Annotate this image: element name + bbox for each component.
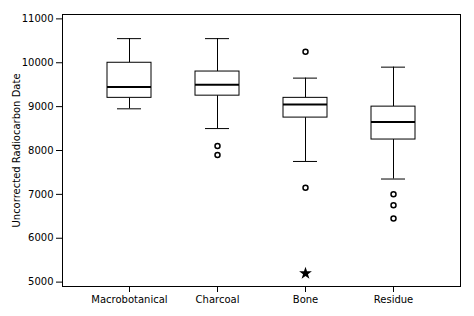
svg-text:Charcoal: Charcoal — [196, 294, 240, 305]
svg-text:11000: 11000 — [22, 13, 54, 24]
svg-text:6000: 6000 — [28, 232, 53, 243]
svg-text:5000: 5000 — [28, 276, 53, 287]
svg-text:7000: 7000 — [28, 189, 53, 200]
svg-text:Uncorrected Radiocarbon Date: Uncorrected Radiocarbon Date — [11, 73, 22, 227]
svg-text:Bone: Bone — [293, 294, 318, 305]
svg-text:Residue: Residue — [374, 294, 413, 305]
svg-text:Macrobotanical: Macrobotanical — [91, 294, 167, 305]
svg-text:9000: 9000 — [28, 101, 53, 112]
svg-text:10000: 10000 — [22, 57, 54, 68]
svg-text:8000: 8000 — [28, 145, 53, 156]
